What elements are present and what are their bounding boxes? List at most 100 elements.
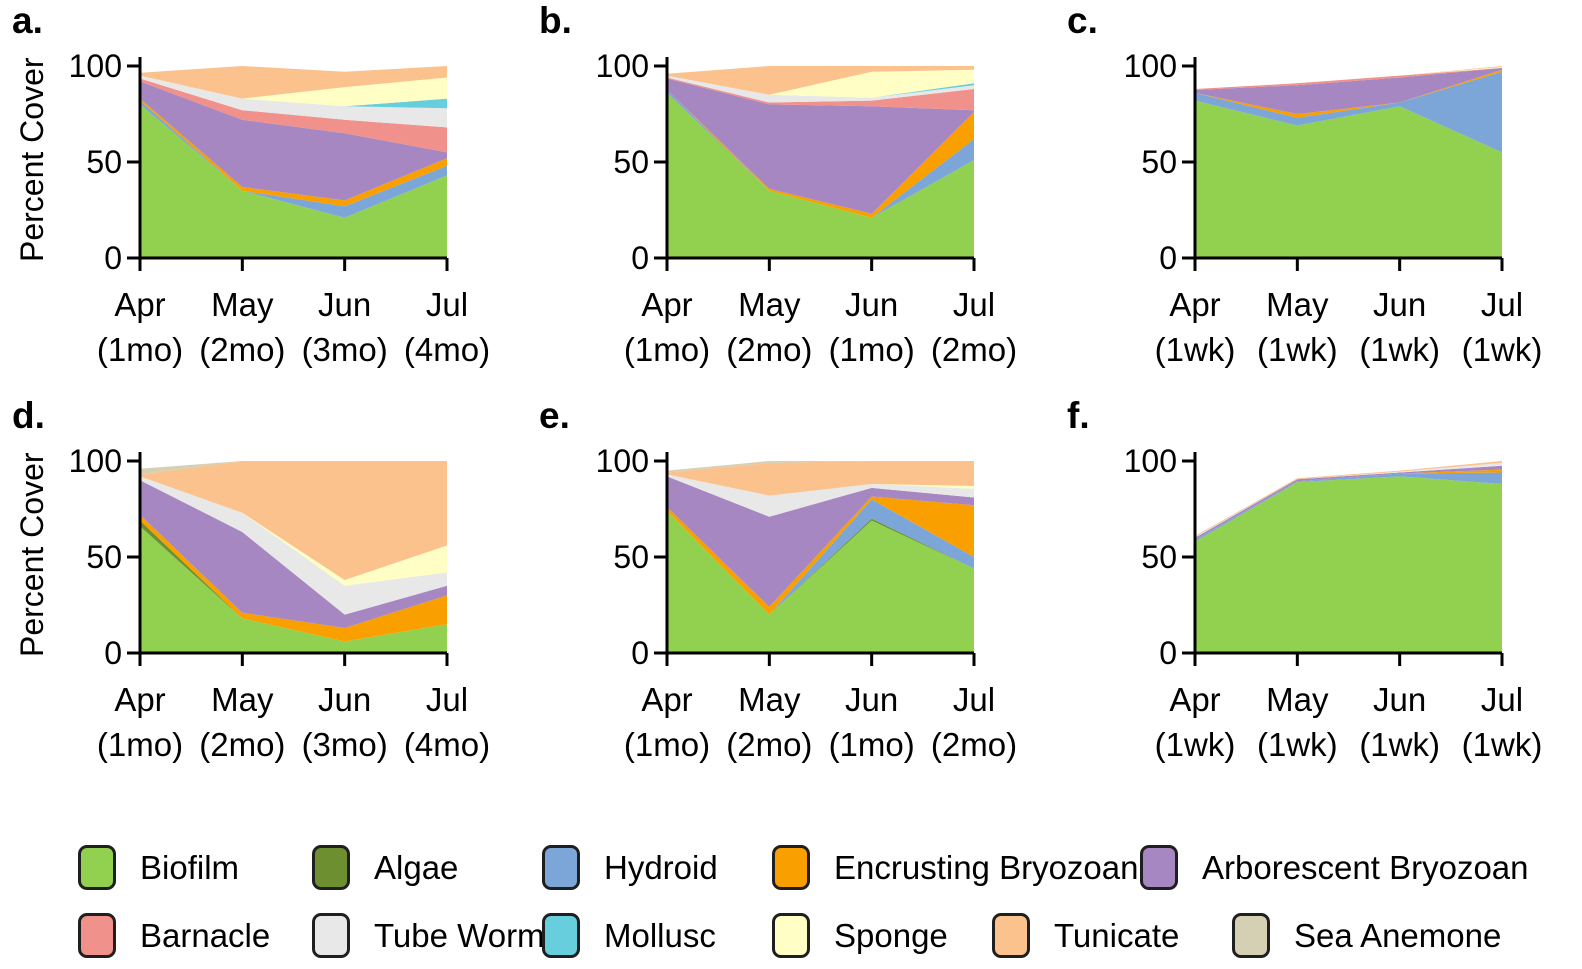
area-sponge (667, 474, 974, 496)
stacked-area-plot (1182, 57, 1504, 271)
area-biofilm (667, 510, 974, 653)
x-tick-label: May (1wk) (1217, 282, 1377, 372)
area-arborescent-bryozoan (667, 476, 974, 607)
x-tick-month: Apr (114, 681, 166, 718)
x-tick-label: Apr (1mo) (587, 282, 747, 372)
x-tick-label: May (2mo) (162, 677, 322, 767)
area-hydroid (1195, 71, 1502, 153)
area-barnacle (1195, 67, 1502, 90)
x-tick-month: Apr (114, 286, 166, 323)
y-tick-label: 50 (86, 539, 122, 575)
x-tick-interval: (2mo) (726, 331, 813, 368)
area-encrusting-bryozoan (667, 496, 974, 615)
x-tick-interval: (1wk) (1154, 331, 1236, 368)
x-tick-label: Jun (1mo) (792, 677, 952, 767)
x-tick-interval: (1mo) (96, 726, 184, 763)
y-tick-label: 100 (1123, 48, 1177, 84)
x-tick-label: Jul (1wk) (1422, 677, 1582, 767)
x-tick-month: May (211, 681, 274, 718)
panel-a: a. Percent Cover 100 50 0 Apr (1mo) May (2mo) J… (0, 0, 527, 395)
x-tick-label: May (2mo) (689, 677, 849, 767)
x-tick-month: May (211, 286, 274, 323)
panel-b: b. 100 50 0 Apr (1mo) May (2mo) Jun (1mo) Jul (2mo… (527, 0, 1054, 395)
x-tick-month: May (1266, 286, 1329, 323)
y-tick-label: 50 (1141, 144, 1177, 180)
legend-swatch-tunicate (992, 913, 1030, 958)
x-tick-interval: (1mo) (623, 726, 711, 763)
stacked-area-plot (1182, 452, 1504, 666)
legend-item-barnacle: Barnacle (78, 913, 270, 958)
legend-label: Hydroid (604, 848, 718, 886)
x-tick-label: Jun (3mo) (265, 677, 425, 767)
x-tick-month: Apr (641, 286, 693, 323)
x-tick-interval: (4mo) (403, 726, 491, 763)
x-tick-label: Jul (2mo) (894, 282, 1054, 372)
x-tick-month: Apr (641, 681, 693, 718)
legend-item-hydroid: Hydroid (542, 845, 718, 890)
x-tick-interval: (2mo) (199, 331, 286, 368)
legend-label: Sea Anemone (1294, 916, 1502, 954)
x-tick-label: Jul (2mo) (894, 677, 1054, 767)
panel-letter: f. (1067, 395, 1090, 436)
x-tick-month: May (1266, 681, 1329, 718)
y-tick-label: 50 (613, 539, 649, 575)
panel-letter: c. (1067, 0, 1098, 41)
x-tick-month: Jun (318, 681, 372, 718)
legend-label: Arborescent Bryozoan (1202, 848, 1529, 886)
panel-letter: d. (12, 395, 45, 436)
legend-swatch-barnacle (78, 913, 116, 958)
y-tick-label: 100 (595, 443, 649, 479)
area-encrusting-bryozoan (140, 98, 447, 207)
x-tick-label: Apr (1wk) (1115, 677, 1275, 767)
y-tick-label: 100 (68, 443, 122, 479)
x-tick-label: May (1wk) (1217, 677, 1377, 767)
area-sea-anemone (667, 461, 974, 473)
x-tick-interval: (2mo) (726, 726, 813, 763)
area-barnacle (140, 78, 447, 153)
area-biofilm (1195, 100, 1502, 258)
x-tick-interval: (3mo) (301, 331, 388, 368)
x-tick-month: Jul (952, 681, 996, 718)
legend-swatch-mollusc (542, 913, 580, 958)
legend-label: Mollusc (604, 916, 716, 954)
area-tunicate (140, 66, 447, 99)
panel-letter: e. (539, 395, 570, 436)
x-tick-month: Jun (1373, 681, 1427, 718)
x-tick-month: Jul (952, 286, 996, 323)
panel-letter: b. (539, 0, 572, 41)
x-tick-month: Jun (845, 681, 899, 718)
x-tick-interval: (3mo) (301, 726, 388, 763)
legend-swatch-biofilm (78, 845, 116, 890)
x-tick-interval: (1mo) (623, 331, 711, 368)
area-barnacle (667, 77, 974, 111)
area-tunicate (140, 461, 447, 580)
y-tick-label: 50 (1141, 539, 1177, 575)
x-tick-interval: (1wk) (1256, 331, 1338, 368)
area-biofilm (140, 526, 447, 653)
area-arborescent-bryozoan (667, 78, 974, 214)
area-sponge (667, 69, 974, 98)
legend: Biofilm Algae Hydroid Encrusting Bryozoan Ar… (0, 790, 1582, 969)
x-tick-month: Jun (318, 286, 372, 323)
stacked-area-plot (127, 57, 449, 271)
y-tick-label: 50 (86, 144, 122, 180)
legend-label: Biofilm (140, 848, 240, 886)
y-tick-label: 0 (104, 240, 122, 276)
x-tick-label: Jun (1mo) (792, 282, 952, 372)
x-tick-label: Apr (1mo) (60, 677, 220, 767)
legend-swatch-encrusting-bryozoan (772, 845, 810, 890)
x-tick-label: Jun (1wk) (1320, 677, 1480, 767)
x-tick-interval: (1mo) (96, 331, 184, 368)
legend-label: Algae (374, 848, 459, 886)
area-arborescent-bryozoan (140, 480, 447, 628)
panel-letter: a. (12, 0, 43, 41)
x-tick-label: Apr (1wk) (1115, 282, 1275, 372)
y-tick-label: 50 (613, 144, 649, 180)
y-tick-label: 0 (104, 635, 122, 671)
x-tick-month: May (738, 681, 801, 718)
legend-swatch-arborescent-bryozoan (1140, 845, 1178, 890)
x-tick-interval: (1wk) (1359, 726, 1440, 763)
area-tube-worm (667, 474, 974, 517)
area-biofilm (1195, 476, 1502, 653)
area-arborescent-bryozoan (1195, 465, 1502, 540)
